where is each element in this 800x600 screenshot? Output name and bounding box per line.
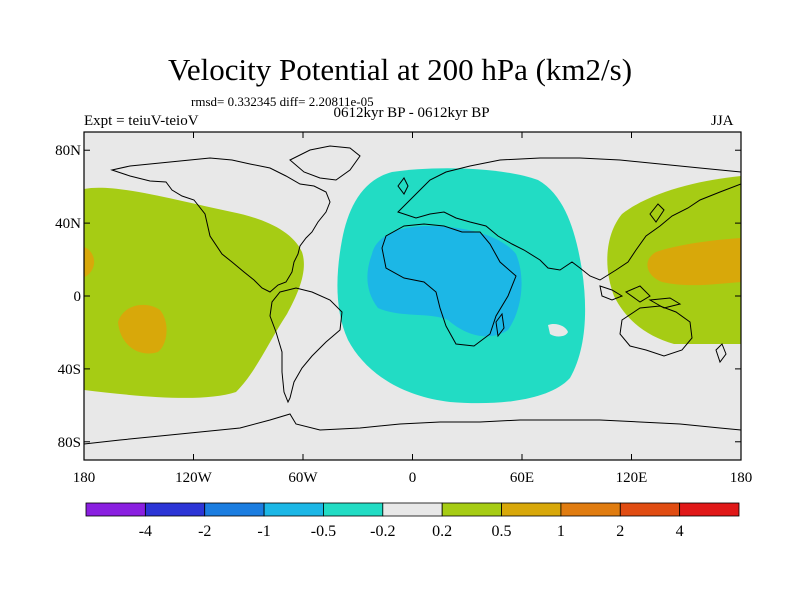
- colorbar-box: [263, 502, 324, 517]
- colorbar-label: 2: [616, 523, 624, 540]
- neutral-hole: [548, 323, 568, 337]
- y-tick-label: 0: [74, 289, 82, 305]
- colorbar-box: [619, 502, 681, 517]
- y-tick-label: 80S: [58, 435, 81, 451]
- colorbar-label: -0.2: [370, 523, 395, 540]
- coast-madagascar: [495, 312, 505, 338]
- colorbar-box: [560, 502, 621, 517]
- coast-south-america: [269, 287, 343, 404]
- colorbar-label: 4: [676, 523, 684, 540]
- y-tick-label: 40S: [58, 362, 81, 378]
- x-tick-label: 120W: [175, 470, 213, 486]
- coast-greenland: [289, 145, 361, 181]
- colorbar-box: [382, 502, 443, 517]
- colorbar-box: [144, 502, 206, 517]
- west-pacific-core-region: [647, 238, 741, 286]
- colorbar: -4 -2 -1 -0.5 -0.2 0.2 0.5 1 2 4: [85, 502, 740, 540]
- coast-australia: [619, 305, 693, 357]
- coast-antarctica: [84, 413, 741, 445]
- coast-africa: [381, 223, 517, 347]
- coast-eurasia: [397, 157, 741, 281]
- season-label: JJA: [711, 113, 734, 129]
- colorbar-box: [204, 502, 265, 517]
- coast-japan: [649, 203, 665, 223]
- x-tick-label: 60E: [510, 470, 534, 486]
- colorbar-label: -2: [198, 523, 211, 540]
- y-axis: 80N 40N 0 40S 80S: [55, 143, 741, 451]
- colorbar-label: -4: [139, 523, 152, 540]
- map-plot-area: [84, 132, 741, 460]
- x-axis: 180 120W 60W 0 60E 120E 180: [73, 132, 753, 486]
- colorbar-box: [85, 502, 146, 517]
- y-tick-label: 40N: [55, 216, 81, 232]
- colorbar-box: [323, 502, 384, 517]
- x-tick-label: 0: [409, 470, 417, 486]
- coastlines: [84, 145, 741, 445]
- coast-uk: [397, 177, 409, 195]
- colorbar-label: 0.5: [492, 523, 512, 540]
- x-tick-label: 180: [730, 470, 753, 486]
- x-tick-label: 60W: [288, 470, 318, 486]
- africa-core-region: [367, 226, 522, 337]
- y-tick-label: 80N: [55, 143, 81, 159]
- chart-title: Velocity Potential at 200 hPa (km2/s): [167, 52, 633, 87]
- x-tick-label: 120E: [616, 470, 648, 486]
- period-text: 0612kyr BP - 0612kyr BP: [333, 105, 490, 121]
- experiment-label: Expt = teiuV-teioV: [84, 113, 199, 129]
- x-tick-label: 180: [73, 470, 96, 486]
- colorbar-label: -1: [257, 523, 270, 540]
- colorbar-box: [679, 502, 740, 517]
- east-pacific-core-region: [118, 304, 167, 354]
- colorbar-box: [441, 502, 502, 517]
- coast-new-zealand: [715, 343, 727, 364]
- coast-maritime-continent: [599, 285, 682, 309]
- colorbar-label: 1: [557, 523, 565, 540]
- coast-north-america: [110, 157, 331, 293]
- colorbar-box: [501, 502, 562, 517]
- colorbar-label: -0.5: [311, 523, 336, 540]
- stats-text: rmsd= 0.332345 diff= 2.20811e-05: [191, 94, 374, 109]
- dateline-edge-region: [84, 247, 95, 277]
- colorbar-label: 0.2: [432, 523, 452, 540]
